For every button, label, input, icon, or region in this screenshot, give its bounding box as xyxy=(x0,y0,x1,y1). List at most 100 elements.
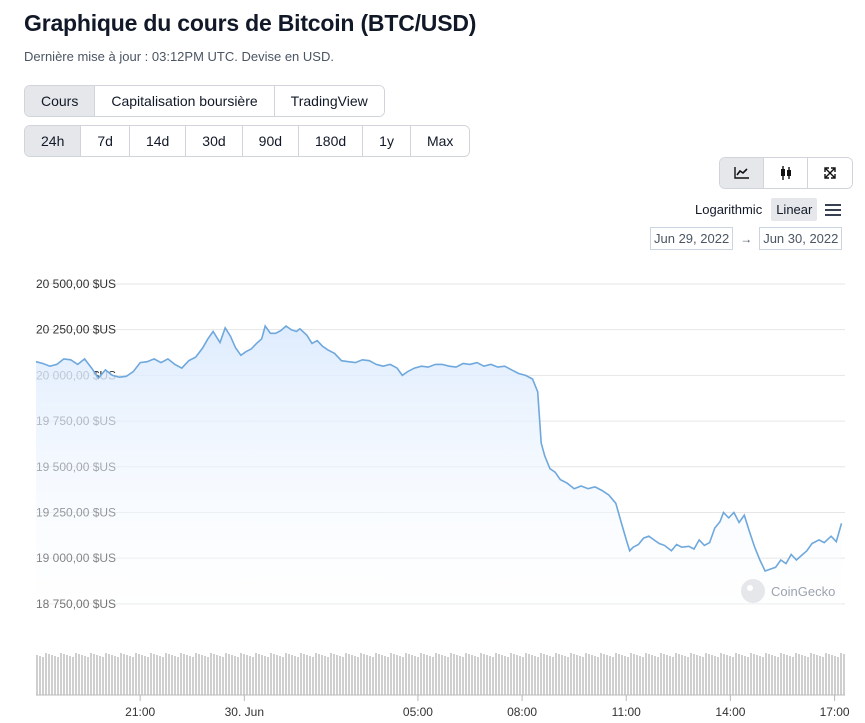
volume-bar xyxy=(117,657,119,695)
volume-bar xyxy=(831,655,833,695)
line-chart-button[interactable] xyxy=(720,158,764,188)
volume-bar xyxy=(558,654,560,695)
volume-bar xyxy=(435,653,437,695)
volume-bar xyxy=(81,655,83,695)
volume-bar xyxy=(87,657,89,695)
volume-bar xyxy=(372,657,374,695)
volume-bar xyxy=(234,656,236,695)
volume-bar xyxy=(336,655,338,695)
volume-bar xyxy=(516,655,518,695)
x-tick-label: 17:00 xyxy=(820,705,850,719)
volume-bar xyxy=(825,653,827,695)
volume-bar xyxy=(567,657,569,695)
date-to-input[interactable]: Jun 30, 2022 xyxy=(759,227,843,250)
volume-bar xyxy=(840,653,842,695)
volume-bar xyxy=(39,656,41,695)
logarithmic-scale-button[interactable]: Logarithmic xyxy=(695,202,763,217)
volume-bar xyxy=(99,656,101,695)
volume-bar xyxy=(792,657,794,695)
range-90d-button[interactable]: 90d xyxy=(242,126,300,156)
volume-bar xyxy=(396,655,398,695)
volume-bar xyxy=(816,655,818,695)
volume-bar xyxy=(339,656,341,695)
volume-bar xyxy=(36,655,38,695)
range-180d-button[interactable]: 180d xyxy=(299,126,364,156)
volume-bar xyxy=(624,656,626,695)
date-range: Jun 29, 2022 → Jun 30, 2022 xyxy=(650,227,843,250)
volume-bar xyxy=(738,654,740,695)
volume-bar xyxy=(105,653,107,695)
volume-bar xyxy=(90,653,92,695)
date-from-input[interactable]: Jun 29, 2022 xyxy=(650,227,734,250)
volume-bar xyxy=(519,656,521,695)
tab-market-cap[interactable]: Capitalisation boursière xyxy=(95,86,275,116)
hamburger-menu-icon[interactable] xyxy=(825,203,842,217)
chart-tools xyxy=(719,157,853,189)
volume-bar xyxy=(45,653,47,695)
range-14d-button[interactable]: 14d xyxy=(129,126,187,156)
volume-bar xyxy=(258,654,260,695)
fullscreen-button[interactable] xyxy=(808,158,852,188)
linear-scale-button[interactable]: Linear xyxy=(771,198,818,221)
volume-bar xyxy=(468,654,470,695)
x-tick-label: 30. Jun xyxy=(225,705,264,719)
volume-bar xyxy=(555,653,557,695)
volume-bar xyxy=(162,657,164,695)
volume-bar xyxy=(270,653,272,695)
volume-bar xyxy=(327,657,329,695)
volume-bar xyxy=(423,654,425,695)
volume-bar xyxy=(720,653,722,695)
volume-bar xyxy=(477,657,479,695)
volume-bar xyxy=(804,656,806,695)
volume-bar xyxy=(768,654,770,695)
volume-bar xyxy=(93,654,95,695)
volume-bar xyxy=(693,654,695,695)
volume-bar xyxy=(615,653,617,695)
volume-bar xyxy=(540,653,542,695)
volume-bar xyxy=(837,657,839,695)
volume-bar xyxy=(735,653,737,695)
line-chart-icon xyxy=(733,167,749,179)
volume-bar xyxy=(411,655,413,695)
time-range-tabs: 24h 7d 14d 30d 90d 180d 1y Max xyxy=(24,125,471,157)
volume-bar xyxy=(138,654,140,695)
volume-bar xyxy=(747,657,749,695)
volume-bar xyxy=(774,656,776,695)
volume-bar xyxy=(246,655,248,695)
candlestick-button[interactable] xyxy=(764,158,808,188)
volume-bar xyxy=(360,653,362,695)
volume-bar xyxy=(60,653,62,695)
volume-bar xyxy=(126,655,128,695)
volume-bar xyxy=(354,656,356,695)
volume-bar xyxy=(387,657,389,695)
volume-bar xyxy=(600,653,602,695)
range-30d-button[interactable]: 30d xyxy=(186,126,243,156)
range-7d-button[interactable]: 7d xyxy=(81,126,130,156)
volume-bar xyxy=(348,654,350,695)
volume-bar xyxy=(588,654,590,695)
volume-bar xyxy=(63,654,65,695)
volume-bar xyxy=(399,656,401,695)
volume-bar xyxy=(681,655,683,695)
y-tick-label: 20 500,00 $US xyxy=(36,277,116,291)
volume-bar xyxy=(75,653,77,695)
volume-bar xyxy=(177,657,179,695)
volume-bar xyxy=(612,657,614,695)
candlestick-icon xyxy=(780,166,791,180)
volume-bar xyxy=(564,656,566,695)
volume-bar xyxy=(489,656,491,695)
volume-bar xyxy=(579,656,581,695)
tab-price[interactable]: Cours xyxy=(25,86,96,116)
volume-bar xyxy=(153,654,155,695)
volume-bar xyxy=(183,654,185,695)
tab-tradingview[interactable]: TradingView xyxy=(274,86,384,116)
volume-bar xyxy=(636,655,638,695)
volume-bar xyxy=(708,654,710,695)
range-1y-button[interactable]: 1y xyxy=(363,126,411,156)
volume-bar xyxy=(297,657,299,695)
range-max-button[interactable]: Max xyxy=(410,126,470,156)
range-24h-button[interactable]: 24h xyxy=(25,126,82,156)
coingecko-logo-eye xyxy=(747,585,753,591)
volume-bar xyxy=(822,657,824,695)
